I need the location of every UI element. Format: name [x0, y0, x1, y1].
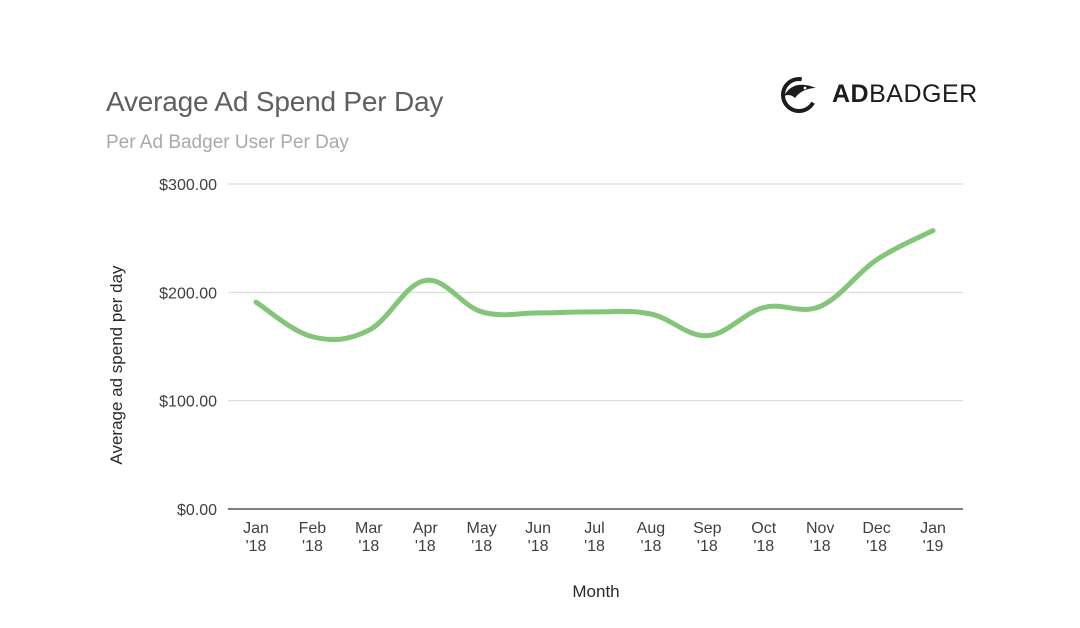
series-line	[253, 228, 936, 343]
data-point	[536, 310, 541, 315]
x-tick-label: Sep '18	[693, 520, 722, 555]
data-point	[592, 309, 597, 314]
x-tick-label: Apr '18	[413, 520, 439, 555]
y-tick-label: $0.00	[177, 502, 217, 519]
chart-title: Average Ad Spend Per Day	[106, 86, 444, 117]
data-point	[931, 228, 936, 233]
x-tick-label: Aug '18	[637, 520, 665, 555]
x-tick-label: May '18	[467, 520, 497, 555]
x-tick-label: Jan '18	[243, 520, 269, 555]
y-tick-label: $300.00	[159, 177, 217, 194]
x-tick-label: Jan '19	[920, 520, 946, 555]
y-tick-label: $200.00	[159, 285, 217, 302]
x-axis-title: Month	[572, 582, 619, 601]
x-tick-label: Feb '18	[299, 520, 327, 555]
data-point	[705, 333, 710, 338]
logo-wordmark: ADBADGER	[832, 80, 978, 109]
x-tick-label: Jun '18	[525, 520, 551, 555]
data-point	[310, 334, 315, 339]
x-tick-label: Oct '18	[751, 520, 776, 555]
y-tick-label: $100.00	[159, 394, 217, 411]
x-tick-label: Dec '18	[862, 520, 890, 555]
adbadger-logo: ADBADGER	[778, 74, 978, 114]
data-point	[648, 312, 653, 317]
x-tick-label: Mar '18	[355, 520, 383, 555]
data-point	[254, 300, 259, 305]
logo-text-bold: AD	[832, 79, 870, 108]
data-point	[479, 309, 484, 314]
x-tick-label: Nov '18	[806, 520, 834, 555]
series-layer	[253, 228, 936, 343]
logo-text-light: BADGER	[869, 79, 978, 108]
chart-subtitle: Per Ad Badger User Per Day	[106, 132, 349, 153]
data-point	[761, 305, 766, 310]
data-point	[423, 278, 428, 283]
x-tick-label: Jul '18	[584, 520, 605, 555]
data-point	[366, 328, 371, 333]
data-point	[818, 304, 823, 309]
badger-icon	[781, 77, 817, 113]
y-axis-ticks: $0.00 $100.00 $200.00 $300.00	[159, 177, 217, 519]
gridlines	[228, 183, 963, 510]
data-point	[874, 257, 879, 262]
y-axis-title: Average ad spend per day	[107, 265, 126, 465]
x-axis-ticks: Jan '18 Feb '18 Mar '18 Apr '18 May '18 Jun '18 Jul '…	[243, 520, 946, 555]
